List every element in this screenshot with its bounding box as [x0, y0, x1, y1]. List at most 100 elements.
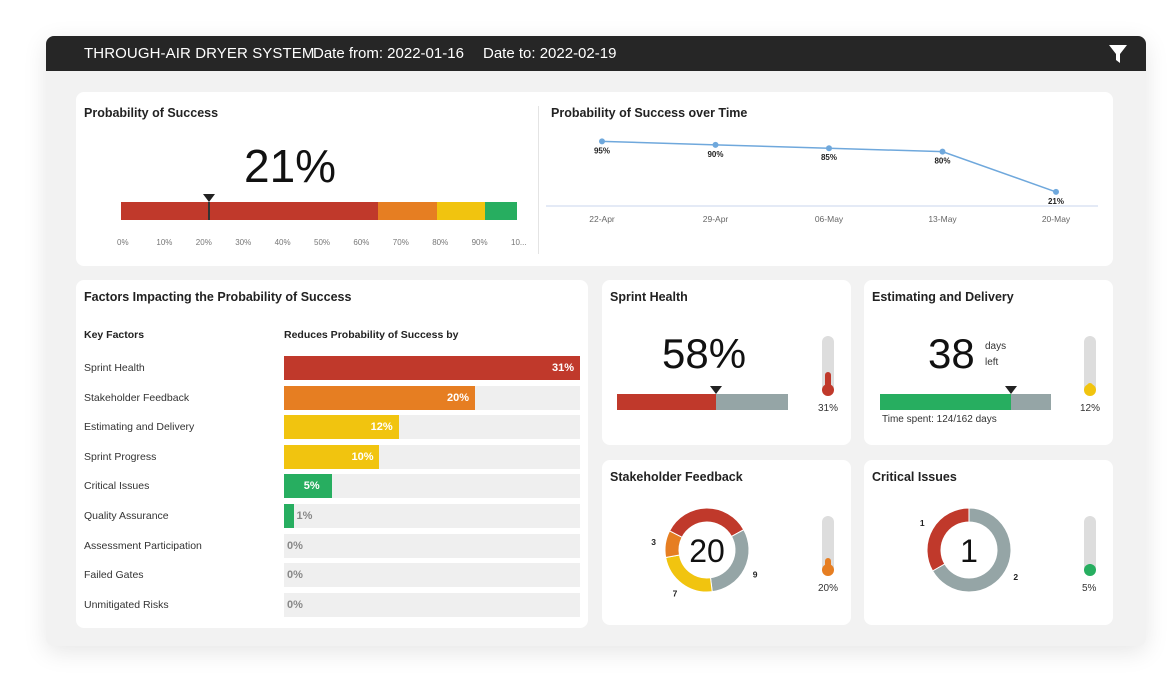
date-from: Date from: 2022-01-16	[313, 45, 464, 62]
donut-label: 9	[753, 569, 758, 579]
donut-label: 3	[651, 537, 656, 547]
gauge-tick-label: 10%	[156, 238, 173, 247]
x-tick-label: 29-Apr	[703, 214, 729, 224]
factor-label: Critical Issues	[84, 480, 150, 493]
x-tick-label: 20-May	[1042, 214, 1071, 224]
factor-label: Estimating and Delivery	[84, 421, 195, 434]
factor-bar-fill	[284, 356, 580, 380]
factor-label: Failed Gates	[84, 569, 144, 582]
donut-total: 20	[689, 533, 725, 569]
data-label: 85%	[821, 153, 837, 162]
donut-total: 1	[960, 533, 978, 569]
data-label: 21%	[1048, 197, 1064, 206]
data-point[interactable]	[1053, 188, 1059, 195]
stakeholder-thermometer-icon	[822, 516, 834, 576]
sprint-health-card: Sprint Health 58% 31%	[602, 280, 851, 445]
over-time-title: Probability of Success over Time	[551, 106, 748, 120]
factor-bar-track: 5%	[284, 474, 580, 499]
factor-label: Stakeholder Feedback	[84, 391, 190, 404]
gauge-tick-label: 60%	[353, 238, 370, 247]
filter-icon[interactable]	[1108, 44, 1128, 64]
sprint-health-value: 58%	[662, 330, 747, 377]
data-label: 95%	[594, 146, 610, 155]
factor-pct-label: 20%	[446, 391, 469, 404]
x-tick-label: 22-Apr	[589, 214, 615, 224]
gauge-tick-label: 20%	[195, 238, 212, 247]
estimating-bar	[880, 394, 1051, 410]
col-key-factors: Key Factors	[84, 329, 145, 341]
critical-title: Critical Issues	[872, 470, 957, 484]
factor-pct-label: 0%	[287, 569, 303, 582]
gauge-red-segment	[121, 202, 378, 220]
factor-bar-track: 20%	[284, 385, 580, 410]
estimating-time-spent: Time spent: 124/162 days	[882, 414, 997, 425]
factor-pct-label: 12%	[370, 421, 393, 434]
gauge-tick-label: 90%	[471, 238, 488, 247]
sprint-health-bar-fill	[617, 394, 717, 410]
estimating-unit-days: days	[985, 341, 1007, 352]
factor-label: Sprint Health	[84, 362, 145, 374]
data-label: 90%	[707, 150, 723, 159]
sprint-health-bar	[617, 394, 788, 410]
sprint-health-therm-pct: 31%	[818, 403, 839, 414]
gauge-tick-label: 0%	[117, 238, 129, 247]
gauge-tick-label: 40%	[274, 238, 291, 247]
factor-bar-fill	[284, 415, 399, 440]
thermometer-fill	[825, 372, 831, 390]
factor-bar-track: 0%	[284, 533, 580, 558]
estimating-thermometer-icon	[1084, 336, 1096, 396]
sprint-health-marker-icon	[710, 386, 723, 394]
data-point[interactable]	[599, 138, 605, 145]
card-divider	[538, 106, 539, 254]
data-point[interactable]	[712, 141, 719, 148]
estimating-bar-fill	[880, 394, 1011, 410]
donut-label: 1	[920, 518, 925, 528]
probability-title: Probability of Success	[84, 106, 219, 120]
estimating-title: Estimating and Delivery	[872, 290, 1014, 304]
gauge-tick-label: 30%	[235, 238, 252, 247]
factor-label: Assessment Participation	[84, 539, 202, 552]
over-time-chart: 95% 22-Apr 90% 29-Apr 85% 06-May 80% 13-May 21% 2…	[546, 138, 1098, 224]
factor-bar-fill	[284, 444, 380, 469]
gauge-tick-label: 10...	[511, 238, 527, 247]
factor-bar-track: 10%	[284, 444, 580, 469]
factor-bar-fill	[284, 385, 475, 410]
critical-thermometer-icon	[1084, 516, 1096, 576]
date-to: Date to: 2022-02-19	[483, 45, 617, 62]
stakeholder-title: Stakeholder Feedback	[610, 470, 743, 484]
system-title: THROUGH-AIR DRYER SYSTEM	[84, 45, 315, 62]
data-point[interactable]	[826, 145, 832, 152]
factor-bar-track: 0%	[284, 563, 580, 588]
data-point[interactable]	[939, 148, 946, 155]
thermometer-bulb	[1084, 384, 1096, 396]
probability-card: Probability of Success 21% 0% 10% 20% 30% 40…	[76, 92, 1113, 266]
stakeholder-card: Stakeholder Feedback 10 9 7 3 20 20%	[602, 460, 851, 625]
probability-value: 21%	[244, 140, 337, 192]
donut-slice[interactable]	[931, 507, 1012, 593]
gauge-marker-icon	[203, 194, 215, 202]
estimating-marker-icon	[1004, 386, 1017, 394]
factor-bar-track: 1%	[284, 504, 580, 528]
gauge-tick-label: 50%	[314, 238, 331, 247]
thermometer-bulb	[822, 564, 834, 576]
factor-pct-label: 5%	[303, 480, 320, 493]
factor-bar-track: 12%	[284, 415, 580, 440]
thermometer-bulb	[822, 384, 834, 396]
estimating-unit-left: left	[985, 357, 999, 368]
factor-label: Sprint Progress	[84, 450, 157, 463]
factor-label: Quality Assurance	[84, 510, 169, 522]
estimating-value: 38	[928, 330, 975, 377]
gauge-tick-label: 80%	[432, 238, 449, 247]
stakeholder-donut: 10 9 7 3 20	[651, 500, 758, 599]
x-tick-label: 06-May	[815, 214, 844, 224]
factor-bar-track: 0%	[284, 592, 580, 617]
gauge-yellow-segment	[437, 202, 485, 220]
dashboard-window: THROUGH-AIR DRYER SYSTEM Date from: 2022…	[46, 36, 1146, 646]
critical-therm-pct: 5%	[1082, 583, 1097, 594]
estimating-therm-pct: 12%	[1080, 403, 1101, 414]
factor-pct-label: 10%	[351, 450, 374, 463]
factor-bar-fill	[284, 474, 332, 499]
thermometer-bulb	[1084, 564, 1096, 576]
donut-slice[interactable]	[664, 530, 683, 559]
gauge-marker-line	[208, 202, 210, 220]
